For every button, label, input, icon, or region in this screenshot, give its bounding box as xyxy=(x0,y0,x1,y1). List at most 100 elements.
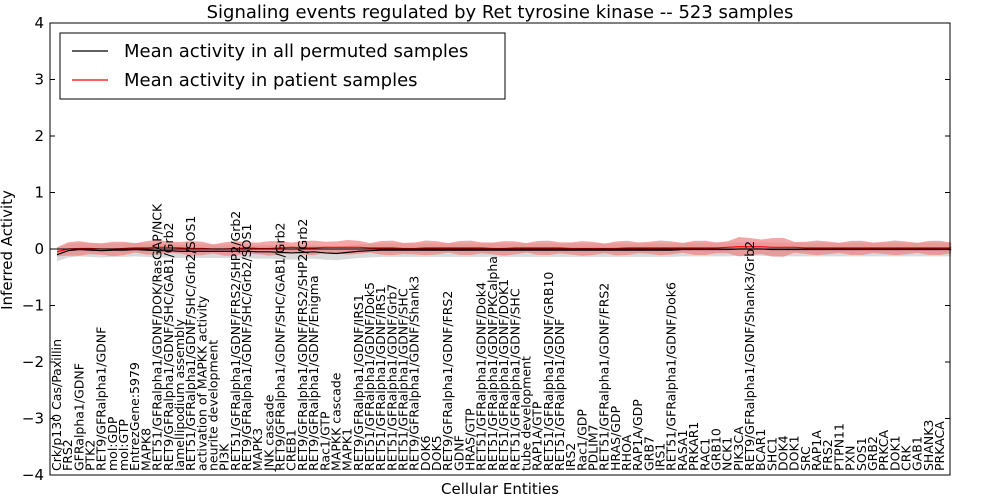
x-tick-label: RET9/GFRalpha1/GDNF/FRS2 xyxy=(440,291,455,471)
y-tick-label: 0 xyxy=(34,240,44,258)
x-tick-label: CRK xyxy=(898,445,913,471)
x-tick-label: RET51/GFRalpha1/GDNF/Dok6 xyxy=(664,282,679,471)
x-tick-label: DOK4 xyxy=(776,435,791,471)
permuted-mean-line xyxy=(56,248,952,256)
x-tick-label: RHOA xyxy=(619,434,634,471)
x-tick-label: MAPKK cascade xyxy=(328,372,343,471)
x-tick-label: IRS2 xyxy=(563,443,578,471)
x-tick-label: RET51/GFRalpha1/GDNF xyxy=(552,319,567,471)
x-tick-label: RAP1A/GTP xyxy=(530,401,545,471)
x-tick-label: IRS1 xyxy=(653,443,668,471)
y-tick-label: 1 xyxy=(34,184,44,202)
x-tick-label: mol:GTP xyxy=(116,419,131,471)
chart-title: Signaling events regulated by Ret tyrosi… xyxy=(207,2,794,23)
x-tick-label: mol:GDP xyxy=(105,416,120,471)
x-tick-label: RET51/GFRalpha1/GDNF/SHC/Grb2/SOS1 xyxy=(183,216,198,471)
x-tick-label: DOK6 xyxy=(418,435,433,471)
y-tick-label: −4 xyxy=(22,466,44,484)
x-tick-label: PI3K xyxy=(217,443,232,471)
x-tick-label: SRC xyxy=(798,446,813,471)
x-tick-label: RAP1A/GDP xyxy=(630,399,645,471)
x-tick-label: FRS2 xyxy=(820,439,835,471)
x-tick-label: DOK1 xyxy=(787,435,802,471)
x-tick-label: DOK1 xyxy=(887,435,902,471)
x-tick-label: CREB1 xyxy=(284,429,299,471)
y-tick-label: −2 xyxy=(22,353,44,371)
x-tick-label: lamellipodium assembly xyxy=(172,319,187,471)
x-tick-label: BCAR1 xyxy=(753,429,768,471)
x-tick-label: activation of MAPKK activity xyxy=(194,295,209,471)
x-tick-label: PRKAR1 xyxy=(686,422,701,471)
x-tick-label: PXN xyxy=(843,446,858,471)
x-tick-label: RET51/GFRalpha1/GDNF/FRS2/SHP2/Grb2 xyxy=(228,211,243,471)
x-tick-label: SHC1 xyxy=(764,437,779,471)
x-tick-label: RET9/GFRalpha1/GDNF/Enigma xyxy=(306,275,321,471)
x-tick-label: RET9/GFRalpha1/GDNF/Shank3 xyxy=(407,276,422,471)
x-tick-label: GAB1 xyxy=(910,436,925,471)
x-tick-label: GRB2 xyxy=(865,436,880,471)
legend-box xyxy=(59,32,506,100)
x-tick-label: MAPK8 xyxy=(138,428,153,471)
legend-label-permuted: Mean activity in all permuted samples xyxy=(124,41,468,62)
x-tick-label: NCK1 xyxy=(720,437,735,471)
x-tick-label: PRKCA xyxy=(876,430,891,471)
x-axis-label: Cellular Entities xyxy=(441,480,559,498)
x-tick-label: Rac1/GTP xyxy=(317,411,332,471)
x-tick-label: RET51/GFRalpha1/GDNF/FRS2 xyxy=(597,283,612,471)
y-tick-label: 4 xyxy=(34,14,44,32)
x-tick-label: RET51/GFRalpha1/GDNF/SHC xyxy=(507,288,522,471)
x-tick-label: RAC1 xyxy=(697,438,712,471)
x-tick-label: GFRalpha1/GDNF xyxy=(71,363,86,471)
x-tick-label: RET9/GFRalpha1/GDNF/FRS2/SHP2/Grb2 xyxy=(295,219,310,471)
x-tick-label: RET9/GFRalpha1/GDNF/SHC/GAB1/Grb2 xyxy=(273,222,288,471)
x-tick-label: RET9/GFRalpha1/GDNF/Shank3/Grb2 xyxy=(742,241,757,471)
x-tick-label: GDNF xyxy=(451,435,466,471)
x-tick-label: RET51/GFRalpha1/GDNF/SHC xyxy=(395,288,410,471)
x-tick-label: SHANK3 xyxy=(921,420,936,471)
x-tick-label: MAPK3 xyxy=(250,428,265,471)
x-tick-label: FRS2 xyxy=(60,439,75,471)
x-tick-label: RET9/GFRalpha1/GDNF/SHC/Grb2/SOS1 xyxy=(239,224,254,471)
x-tick-label: RAP1A xyxy=(809,430,824,471)
x-tick-label: EntrezGene:5979 xyxy=(127,362,142,471)
x-tick-label: RET51/GFRalpha1/GDNF/Grb7 xyxy=(384,284,399,471)
x-tick-label: PTK2 xyxy=(83,440,98,471)
x-tick-label: JNK cascade xyxy=(261,394,276,472)
x-tick-label: RET9/GFRalpha1/GDNF xyxy=(94,327,109,471)
plot-frame xyxy=(49,22,951,476)
x-tick-label: neurite development xyxy=(205,340,220,471)
x-tick-label: PDLIM7 xyxy=(586,424,601,471)
y-tick-label: 2 xyxy=(34,127,44,145)
x-tick-label: RET51/GFRalpha1/GDNF/IRS1 xyxy=(373,286,388,471)
x-tick-label: GRB10 xyxy=(708,428,723,471)
y-tick-label: −1 xyxy=(22,297,44,315)
y-axis-label: Inferred Activity xyxy=(0,190,16,310)
x-tick-label: PRKACA xyxy=(932,421,947,471)
y-ticks: −4 −3 −2 −1 0 1 2 3 4 xyxy=(22,14,950,484)
x-tick-label: GRB7 xyxy=(641,436,656,471)
legend: Mean activity in all permuted samples Me… xyxy=(59,32,506,100)
x-tick-label: RET9/GFRalpha1/GDNF/SHC/GAB1/Grb2 xyxy=(161,222,176,471)
x-tick-label: Crk/p130 Cas/Paxillin xyxy=(49,339,64,471)
y-tick-label: 3 xyxy=(34,71,44,89)
x-tick-label: PIK3CA xyxy=(731,426,746,471)
x-tick-label: RET51/GFRalpha1/GDNF/GRB10 xyxy=(541,272,556,471)
x-tick-label: tube development xyxy=(518,356,533,471)
x-tick-label: RET9/GFRalpha1/GDNF/IRS1 xyxy=(351,294,366,471)
x-tick-label: RASA1 xyxy=(675,430,690,471)
x-tick-label: PTPN11 xyxy=(831,423,846,471)
x-tick-label: RET51/GFRalpha1/GDNF/DOK1 xyxy=(496,279,511,471)
legend-label-patient: Mean activity in patient samples xyxy=(124,70,418,91)
x-tick-label: DOK5 xyxy=(429,435,444,471)
x-tick-label: Rac1/GDP xyxy=(574,409,589,471)
x-tick-label: RET51/GFRalpha1/GDNF/Dok4 xyxy=(474,282,489,471)
x-tick-label: HRAS/GDP xyxy=(608,405,623,471)
x-tick-label: SOS1 xyxy=(854,437,869,471)
x-tick-label: RET51/GFRalpha1/GDNF/DOK/RasGAP/NCK xyxy=(150,203,165,471)
x-tick-label: RET51/GFRalpha1/GDNF/Dok5 xyxy=(362,282,377,471)
y-tick-label: −3 xyxy=(22,410,44,428)
x-tick-label: HRAS/GTP xyxy=(463,408,478,471)
x-tick-label: MAPK1 xyxy=(340,428,355,471)
x-tick-labels: Crk/p130 Cas/PaxillinFRS2GFRalpha1/GDNFP… xyxy=(49,203,947,472)
